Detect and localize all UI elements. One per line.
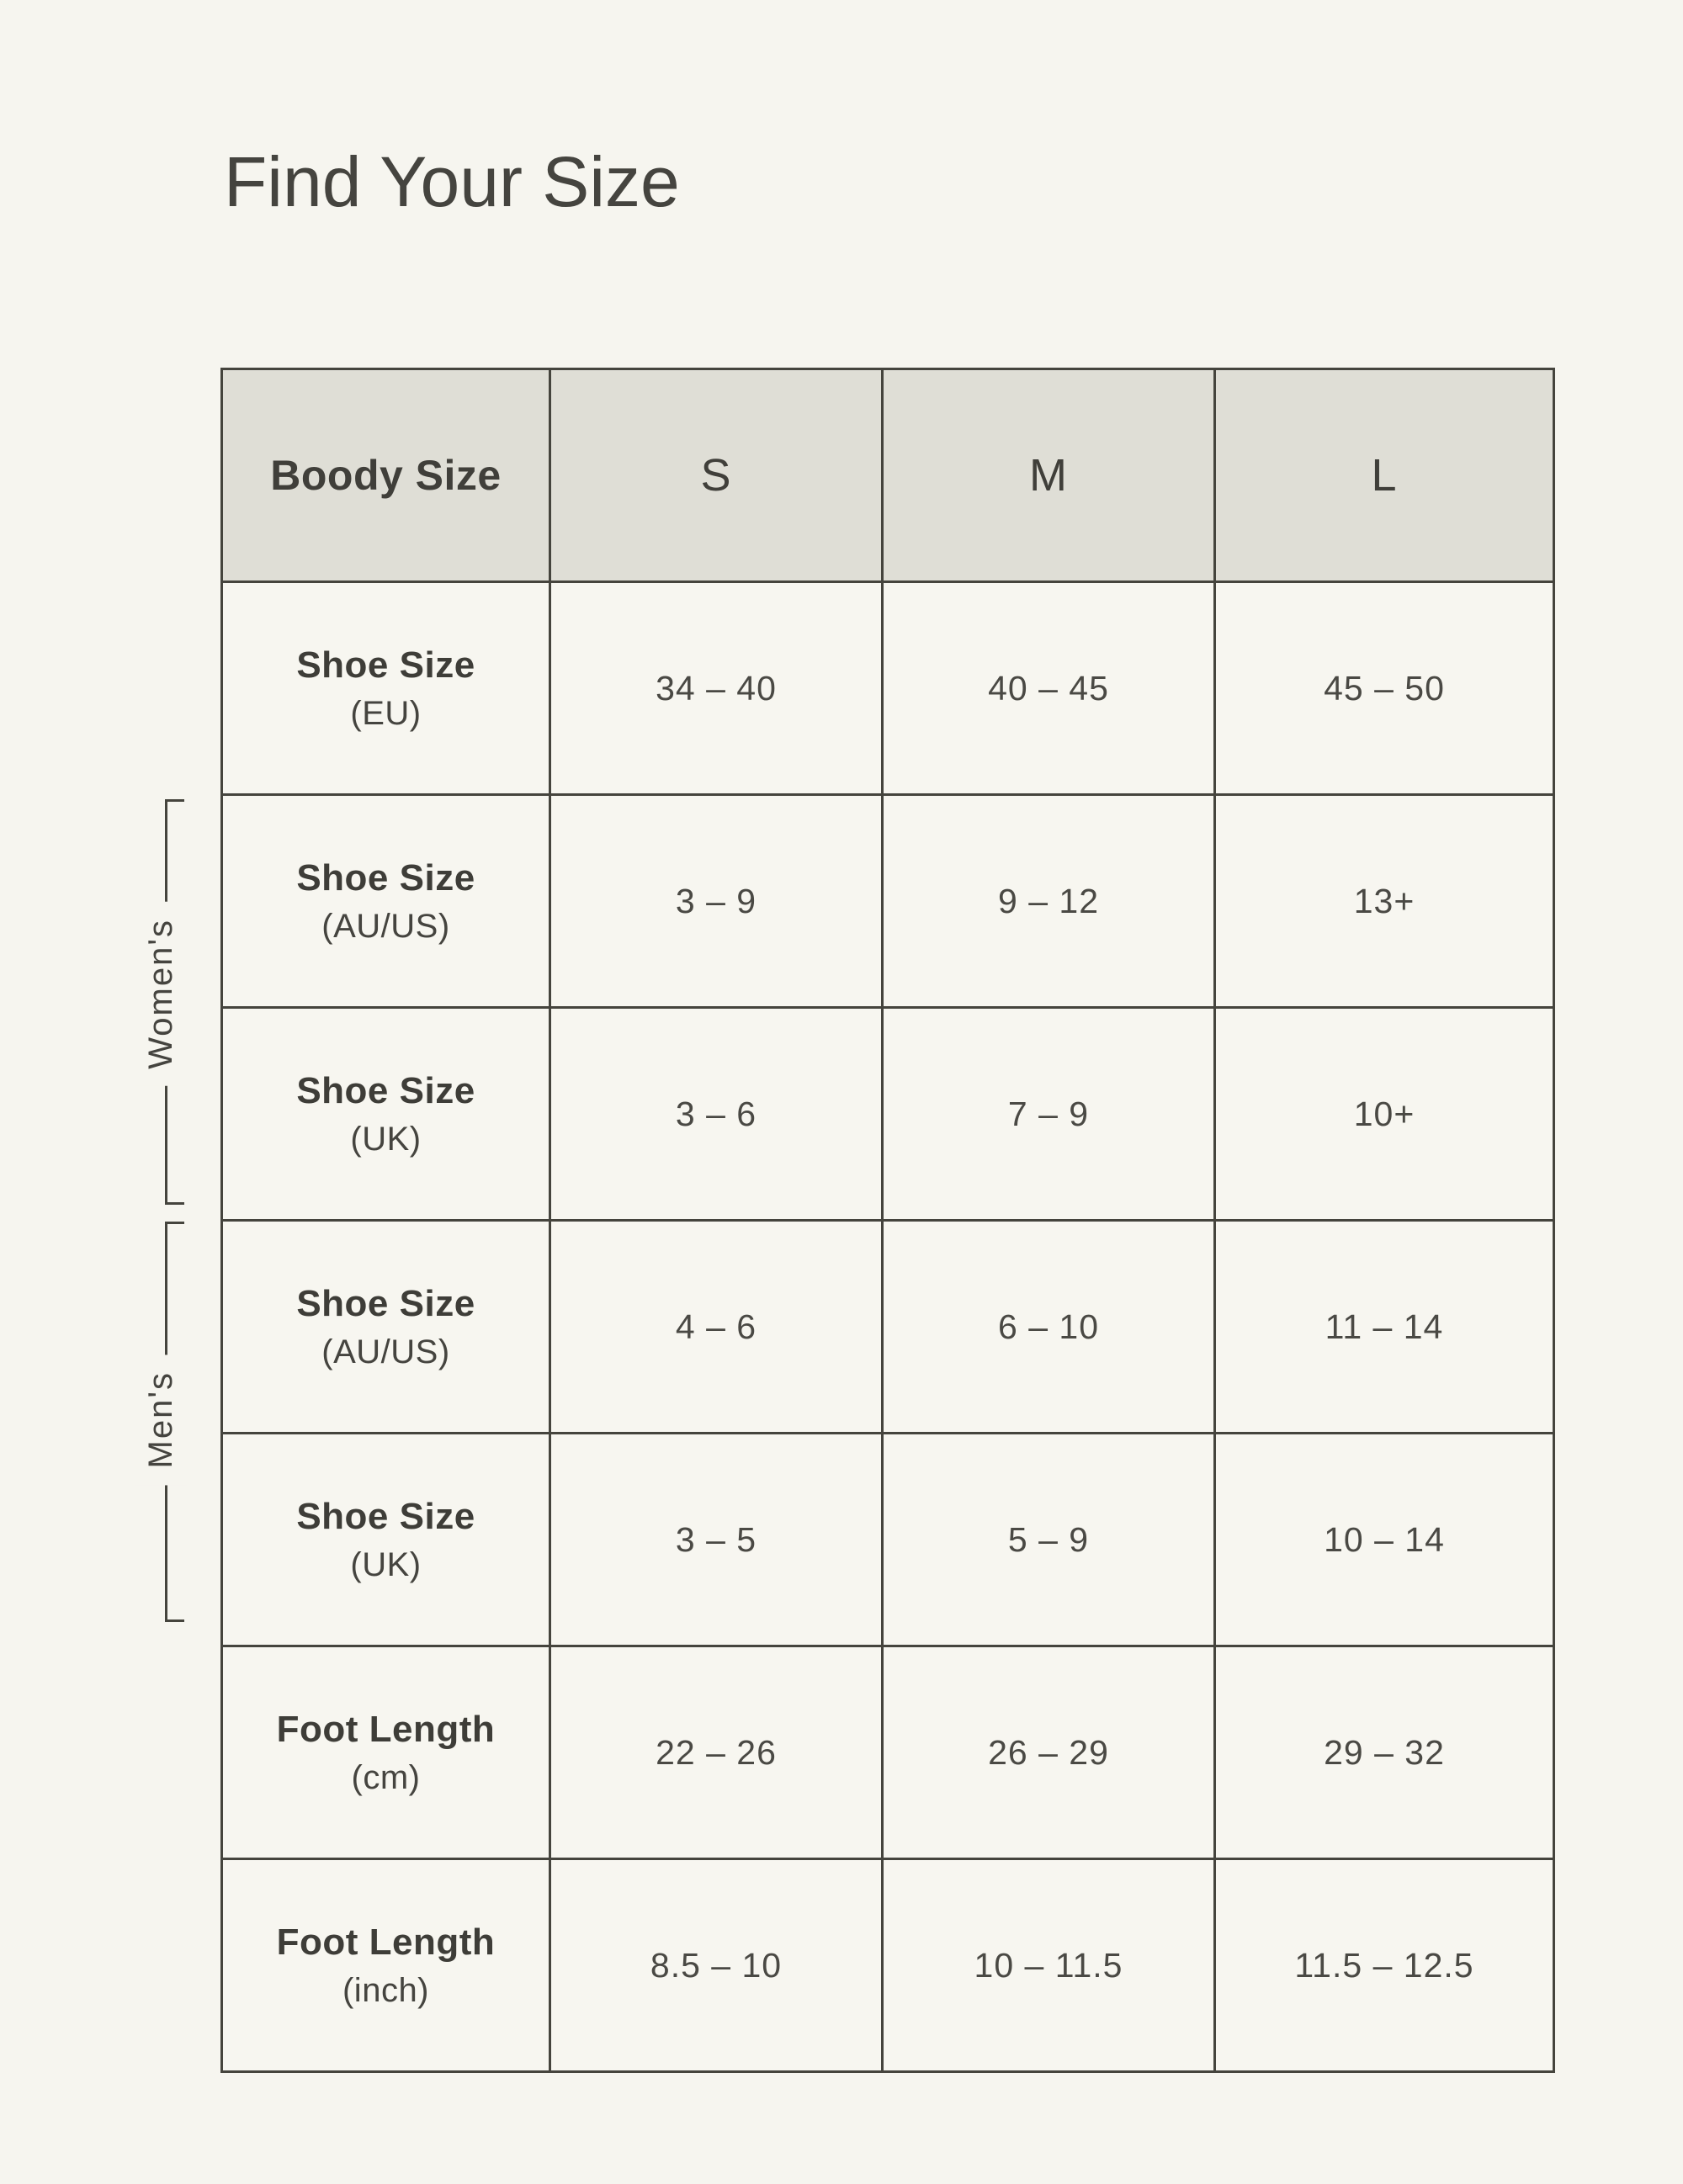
row-label-main: Shoe Size: [296, 856, 475, 899]
cell-l: 13+: [1213, 793, 1555, 1009]
table-row-foot-length-cm: Foot Length (cm) 22 – 26 26 – 29 29 – 32: [220, 1645, 1555, 1860]
size-table: Boody Size S M L Shoe Size (EU) 34 – 40 …: [220, 368, 1555, 2073]
column-header-s: S: [549, 368, 884, 583]
row-label-sub: (AU/US): [321, 907, 450, 945]
cell-s: 8.5 – 10: [549, 1858, 884, 2073]
cell-l: 11 – 14: [1213, 1219, 1555, 1434]
row-label-sub: (UK): [350, 1120, 422, 1158]
cell-l: 29 – 32: [1213, 1645, 1555, 1860]
cell-m: 10 – 11.5: [881, 1858, 1216, 2073]
column-header-boody-size: Boody Size: [220, 368, 551, 583]
row-label-main: Foot Length: [276, 1921, 496, 1963]
mens-group-label: Men's: [135, 1354, 187, 1486]
cell-l: 11.5 – 12.5: [1213, 1858, 1555, 2073]
row-header: Foot Length (inch): [220, 1858, 551, 2073]
row-label-main: Shoe Size: [296, 644, 475, 686]
cell-m: 5 – 9: [881, 1432, 1216, 1647]
row-label-main: Foot Length: [276, 1708, 496, 1750]
row-label-sub: (inch): [342, 1971, 430, 2009]
womens-group-label: Women's: [135, 902, 187, 1086]
cell-m: 9 – 12: [881, 793, 1216, 1009]
row-label-main: Shoe Size: [296, 1495, 475, 1537]
row-header: Shoe Size (UK): [220, 1006, 551, 1222]
cell-l: 45 – 50: [1213, 580, 1555, 796]
cell-s: 4 – 6: [549, 1219, 884, 1434]
row-header: Foot Length (cm): [220, 1645, 551, 1860]
table-row-womens-shoe-size-uk: Shoe Size (UK) 3 – 6 7 – 9 10+: [220, 1006, 1555, 1222]
header-row: Boody Size S M L: [220, 368, 1555, 583]
cell-s: 3 – 9: [549, 793, 884, 1009]
cell-m: 6 – 10: [881, 1219, 1216, 1434]
cell-m: 40 – 45: [881, 580, 1216, 796]
row-label-sub: (AU/US): [321, 1333, 450, 1370]
cell-m: 7 – 9: [881, 1006, 1216, 1222]
row-label-sub: (EU): [350, 694, 422, 732]
row-label-sub: (cm): [351, 1758, 421, 1796]
table-row-foot-length-inch: Foot Length (inch) 8.5 – 10 10 – 11.5 11…: [220, 1858, 1555, 2073]
cell-m: 26 – 29: [881, 1645, 1216, 1860]
row-header: Shoe Size (AU/US): [220, 793, 551, 1009]
page-title: Find Your Size: [224, 142, 680, 221]
table-row-mens-shoe-size-uk: Shoe Size (UK) 3 – 5 5 – 9 10 – 14: [220, 1432, 1555, 1647]
cell-s: 34 – 40: [549, 580, 884, 796]
table-row-womens-shoe-size-au-us: Shoe Size (AU/US) 3 – 9 9 – 12 13+: [220, 793, 1555, 1009]
cell-s: 3 – 6: [549, 1006, 884, 1222]
column-header-l: L: [1213, 368, 1555, 583]
row-header: Shoe Size (UK): [220, 1432, 551, 1647]
cell-s: 3 – 5: [549, 1432, 884, 1647]
row-label-main: Shoe Size: [296, 1069, 475, 1111]
row-label-main: Shoe Size: [296, 1282, 475, 1324]
row-header: Shoe Size (EU): [220, 580, 551, 796]
table-row-shoe-size-eu: Shoe Size (EU) 34 – 40 40 – 45 45 – 50: [220, 580, 1555, 796]
column-header-m: M: [881, 368, 1216, 583]
table-row-mens-shoe-size-au-us: Shoe Size (AU/US) 4 – 6 6 – 10 11 – 14: [220, 1219, 1555, 1434]
row-label-sub: (UK): [350, 1545, 422, 1583]
cell-l: 10 – 14: [1213, 1432, 1555, 1647]
cell-s: 22 – 26: [549, 1645, 884, 1860]
cell-l: 10+: [1213, 1006, 1555, 1222]
row-header: Shoe Size (AU/US): [220, 1219, 551, 1434]
